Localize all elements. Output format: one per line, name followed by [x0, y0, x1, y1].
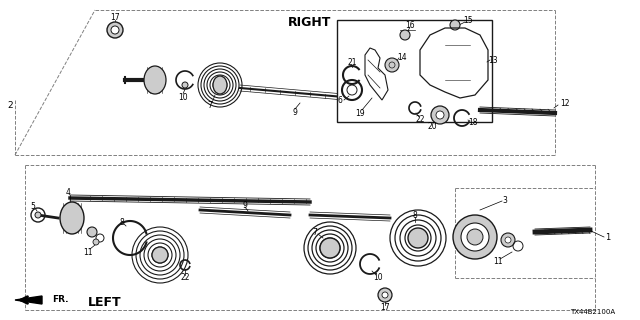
Text: 10: 10 [373, 273, 383, 282]
Text: 22: 22 [180, 274, 189, 283]
Circle shape [385, 58, 399, 72]
Circle shape [152, 247, 168, 263]
Circle shape [453, 215, 497, 259]
Circle shape [213, 78, 227, 92]
Circle shape [501, 233, 515, 247]
Text: 12: 12 [560, 99, 570, 108]
Text: TX44B2100A: TX44B2100A [570, 309, 615, 315]
Text: 2: 2 [7, 100, 13, 109]
Text: 10: 10 [178, 92, 188, 101]
Text: 16: 16 [405, 20, 415, 29]
Circle shape [436, 111, 444, 119]
Text: 22: 22 [415, 115, 425, 124]
Text: 15: 15 [463, 15, 473, 25]
Text: 17: 17 [380, 303, 390, 313]
Text: 7: 7 [207, 100, 212, 109]
Text: 1: 1 [605, 233, 611, 242]
Circle shape [35, 212, 41, 218]
Text: 19: 19 [355, 108, 365, 117]
Text: 9: 9 [292, 108, 298, 116]
Text: 18: 18 [468, 117, 477, 126]
Circle shape [505, 237, 511, 243]
Circle shape [87, 227, 97, 237]
Polygon shape [15, 296, 42, 304]
Text: 7: 7 [312, 228, 317, 236]
Circle shape [461, 223, 489, 251]
Text: 14: 14 [397, 52, 407, 61]
Text: 21: 21 [348, 58, 356, 67]
Circle shape [431, 106, 449, 124]
Circle shape [107, 22, 123, 38]
Circle shape [408, 228, 428, 248]
Text: 11: 11 [493, 258, 503, 267]
Text: RIGHT: RIGHT [288, 15, 332, 28]
Circle shape [378, 288, 392, 302]
Text: 9: 9 [243, 201, 248, 210]
Ellipse shape [213, 76, 227, 94]
Ellipse shape [60, 202, 84, 234]
Text: FR.: FR. [52, 295, 68, 305]
Text: 4: 4 [65, 188, 70, 196]
Text: LEFT: LEFT [88, 295, 122, 308]
Text: 3: 3 [502, 196, 508, 204]
Text: 20: 20 [427, 122, 437, 131]
Circle shape [467, 229, 483, 245]
Ellipse shape [144, 66, 166, 94]
Text: 6: 6 [337, 95, 342, 105]
Circle shape [182, 82, 188, 88]
Text: 8: 8 [120, 218, 124, 227]
Circle shape [93, 239, 99, 245]
Circle shape [400, 30, 410, 40]
Circle shape [450, 20, 460, 30]
Circle shape [382, 292, 388, 298]
Text: 8: 8 [413, 211, 417, 220]
Circle shape [111, 26, 119, 34]
Text: 5: 5 [31, 202, 35, 211]
Text: 13: 13 [488, 55, 498, 65]
Text: 11: 11 [83, 247, 93, 257]
Text: 17: 17 [110, 12, 120, 21]
Bar [337, 20, 492, 122]
Circle shape [320, 238, 340, 258]
